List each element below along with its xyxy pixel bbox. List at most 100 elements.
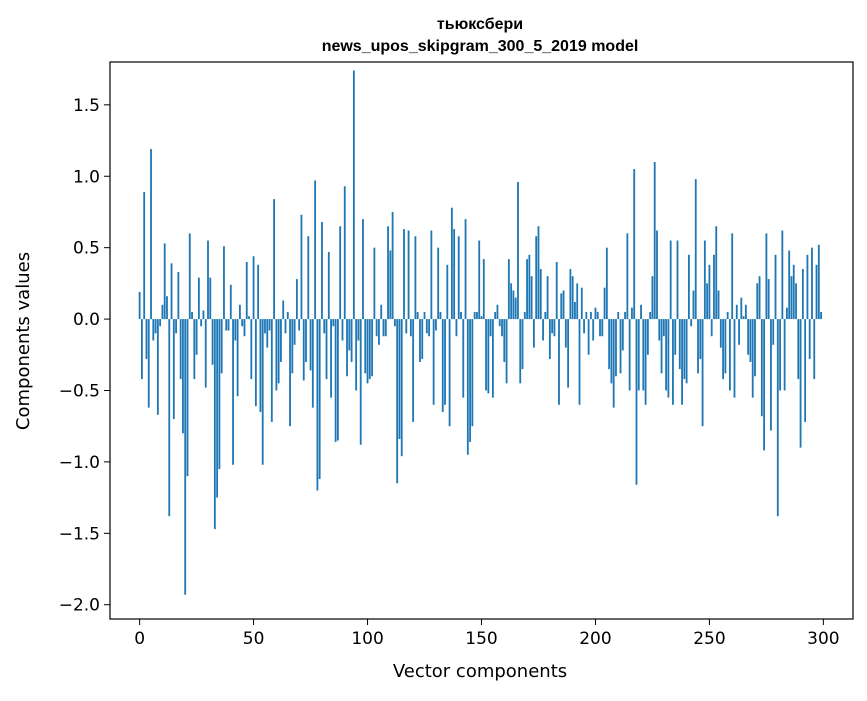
bar-107	[383, 319, 385, 336]
chart-title-line2: news_upos_skipgram_300_5_2019 model	[322, 38, 639, 55]
bar-78	[316, 319, 318, 490]
bar-236	[677, 241, 679, 320]
y-tick-label: 0.5	[73, 239, 100, 259]
bar-73	[305, 319, 307, 362]
bar-121	[414, 236, 416, 319]
bar-127	[428, 319, 430, 336]
bar-252	[713, 255, 715, 319]
bar-226	[654, 162, 656, 319]
bar-139	[456, 319, 458, 336]
bar-261	[734, 319, 736, 398]
bar-69	[296, 279, 298, 319]
bar-118	[408, 231, 410, 320]
bar-194	[581, 288, 583, 319]
x-axis-label: Vector components	[393, 661, 567, 682]
bar-163	[510, 283, 512, 319]
bar-257	[724, 319, 726, 373]
bar-106	[380, 305, 382, 319]
bar-240	[686, 319, 688, 383]
bar-116	[403, 229, 405, 319]
bar-263	[738, 319, 740, 345]
bar-277	[770, 319, 772, 430]
bar-110	[389, 251, 391, 320]
bar-28	[203, 311, 205, 320]
bar-71	[301, 215, 303, 319]
bar-41	[232, 319, 234, 465]
chart-title-line1: тьюксбери	[437, 16, 523, 33]
y-axis-ticks: −2.0 −1.5 −1.0 −0.5 0.0 0.5 1.0 1.5	[59, 96, 110, 616]
bar-48	[248, 316, 250, 319]
bar-79	[319, 319, 321, 479]
bar-115	[401, 319, 403, 456]
bar-210	[617, 312, 619, 319]
bar-213	[624, 312, 626, 319]
bar-170	[526, 259, 528, 319]
bar-20	[184, 319, 186, 595]
bar-173	[533, 319, 535, 348]
bar-89	[342, 319, 344, 340]
bar-216	[631, 308, 633, 319]
bar-202	[599, 319, 601, 336]
bar-0	[139, 292, 141, 319]
bar-272	[759, 276, 761, 319]
bar-62	[280, 319, 282, 362]
bar-168	[522, 319, 524, 369]
bar-95	[355, 319, 357, 390]
bar-251	[711, 319, 713, 336]
bar-230	[663, 319, 665, 336]
bar-287	[793, 265, 795, 319]
bar-53	[260, 319, 262, 412]
bar-96	[358, 319, 360, 340]
bar-271	[756, 283, 758, 319]
bar-61	[278, 319, 280, 383]
bar-124	[421, 319, 423, 359]
bar-239	[683, 319, 685, 379]
bar-21	[187, 319, 189, 476]
bar-267	[747, 319, 749, 355]
bar-84	[330, 319, 332, 398]
bar-70	[298, 319, 300, 330]
bar-249	[706, 283, 708, 319]
bar-23	[191, 312, 193, 319]
bar-94	[353, 71, 355, 320]
bar-88	[339, 226, 341, 319]
bar-59	[273, 199, 275, 319]
bar-220	[640, 305, 642, 319]
bar-126	[426, 319, 428, 333]
bar-81	[323, 319, 325, 333]
y-tick-label: −2.0	[59, 596, 100, 616]
y-tick-label: 0.0	[73, 310, 100, 330]
bar-6	[152, 319, 154, 340]
bar-294	[809, 319, 811, 359]
bar-229	[661, 319, 663, 373]
bar-243	[693, 291, 695, 320]
bar-297	[816, 265, 818, 319]
bar-3	[146, 319, 148, 359]
bar-166	[517, 182, 519, 319]
bar-199	[592, 319, 594, 340]
bar-117	[405, 319, 407, 333]
bar-17	[177, 272, 179, 319]
bar-197	[588, 319, 590, 355]
bar-186	[563, 291, 565, 320]
bar-63	[282, 301, 284, 320]
bar-100	[367, 319, 369, 383]
bar-279	[775, 255, 777, 319]
bar-241	[688, 255, 690, 319]
bar-19	[182, 319, 184, 433]
bar-175	[538, 226, 540, 319]
bar-119	[410, 319, 412, 336]
bar-27	[200, 319, 202, 326]
bar-67	[291, 319, 293, 373]
y-tick-label: −1.0	[59, 453, 100, 473]
bar-205	[606, 248, 608, 319]
bar-181	[551, 319, 553, 333]
bar-264	[740, 298, 742, 319]
bar-55	[264, 319, 266, 333]
bar-201	[597, 312, 599, 319]
bar-274	[763, 319, 765, 450]
bar-148	[476, 312, 478, 319]
bar-207	[611, 319, 613, 383]
